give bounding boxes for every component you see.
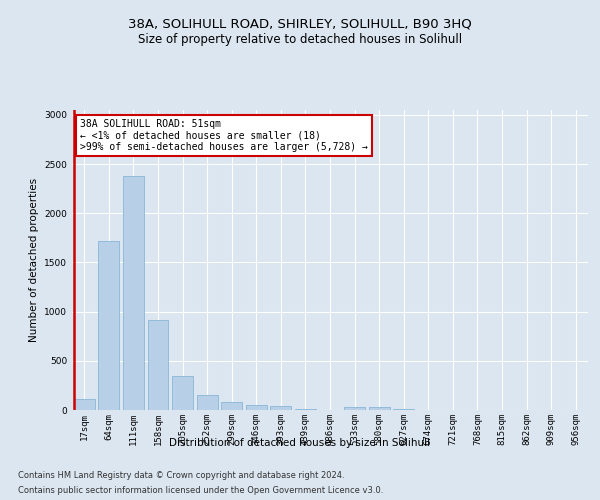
- Bar: [295, 409, 316, 410]
- Text: 38A SOLIHULL ROAD: 51sqm
← <1% of detached houses are smaller (18)
>99% of semi-: 38A SOLIHULL ROAD: 51sqm ← <1% of detach…: [80, 119, 368, 152]
- Y-axis label: Number of detached properties: Number of detached properties: [29, 178, 38, 342]
- Text: Contains public sector information licensed under the Open Government Licence v3: Contains public sector information licen…: [18, 486, 383, 495]
- Bar: [172, 376, 193, 410]
- Bar: [344, 406, 365, 410]
- Bar: [271, 406, 292, 410]
- Text: Contains HM Land Registry data © Crown copyright and database right 2024.: Contains HM Land Registry data © Crown c…: [18, 471, 344, 480]
- Bar: [98, 241, 119, 410]
- Bar: [393, 409, 414, 410]
- Bar: [368, 406, 389, 410]
- Text: Size of property relative to detached houses in Solihull: Size of property relative to detached ho…: [138, 32, 462, 46]
- Bar: [148, 320, 169, 410]
- Text: 38A, SOLIHULL ROAD, SHIRLEY, SOLIHULL, B90 3HQ: 38A, SOLIHULL ROAD, SHIRLEY, SOLIHULL, B…: [128, 18, 472, 30]
- Bar: [246, 404, 267, 410]
- Bar: [74, 398, 95, 410]
- Bar: [197, 395, 218, 410]
- Bar: [221, 402, 242, 410]
- Text: Distribution of detached houses by size in Solihull: Distribution of detached houses by size …: [169, 438, 431, 448]
- Bar: [123, 176, 144, 410]
